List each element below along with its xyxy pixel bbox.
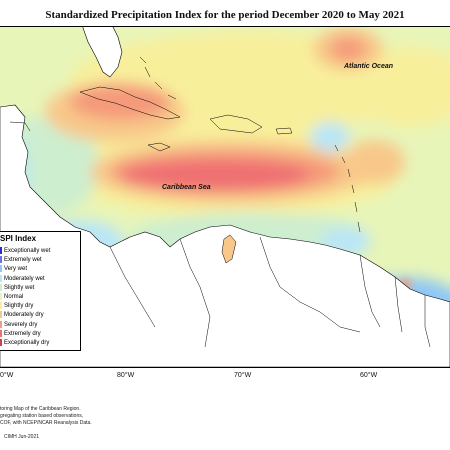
lesser-antilles-outline [334,144,361,233]
lake-maracaibo-outline [221,234,237,264]
legend-label: Moderately wet [4,275,45,282]
legend-swatch [0,311,2,319]
legend-swatch [0,320,2,328]
hispaniola-outline [209,114,263,134]
severe-dry-atlantic [330,37,366,61]
spi-legend: SPI Index Exceptionally wet Extremely wet… [0,231,81,351]
wet-antilles [310,122,350,152]
legend-swatch [0,265,2,273]
legend-swatch [0,339,2,346]
country-borders [109,236,431,348]
puerto-rico-outline [275,127,293,135]
tick-label-0: 0°W [0,372,14,379]
legend-item: Exceptionally dry [0,339,80,348]
legend-label: Extremely wet [4,257,42,264]
jamaica-outline [147,142,171,152]
legend-item: Moderately dry [0,311,80,320]
legend-label: Moderately dry [4,312,44,319]
legend-item: Extremely wet [0,256,80,265]
tick-label-70w: 70°W [234,372,252,379]
severe-dry-cuba [70,84,170,120]
footer-line-1: toring Map of the Caribbean Region. [0,406,81,412]
cuba-outline [79,86,181,120]
legend-swatch [0,329,2,337]
dry-region-east [350,47,450,127]
tick-label-80w: 80°W [117,372,135,379]
yucatan-outline [9,121,31,132]
legend-swatch [0,302,2,310]
tick-label-60w: 60°W [360,372,378,379]
legend-label: Severely dry [4,321,38,328]
legend-swatch [0,247,2,254]
footer-line-3: COF, with NCEP/NCAR Reanalysis Data. [0,420,92,426]
caribbean-sea-label: Caribbean Sea [162,184,211,191]
legend-item: Slightly wet [0,283,80,293]
spi-map [0,26,450,368]
atlantic-ocean-label: Atlantic Ocean [344,63,394,70]
legend-label: Normal [4,294,24,301]
legend-swatch [0,256,2,264]
legend-title: SPI Index [0,234,37,243]
legend-swatch [0,274,2,282]
legend-item: Exceptionally wet [0,247,80,256]
extreme-dry-caribbean [120,160,310,190]
central-america-land [0,104,450,367]
legend-label: Extremely dry [4,330,41,337]
legend-item: Moderately wet [0,274,80,284]
bahamas-outline [139,56,177,100]
legend-item: Very wet [0,265,80,274]
legend-label: Slightly wet [4,284,35,291]
footer-line-2: gregating station based observations, [0,413,84,419]
map-title: Standardized Precipitation Index for the… [45,9,405,21]
legend-swatch [0,283,2,291]
legend-item: Normal [0,293,80,302]
legend-item: Severely dry [0,320,80,330]
florida-land [82,27,123,78]
legend-item: Slightly dry [0,302,80,311]
legend-label: Very wet [4,266,28,273]
mod-dry-lesser-antilles [345,140,405,184]
spi-map-graphic [0,27,450,367]
legend-label: Slightly dry [4,303,34,310]
legend-swatch [0,293,2,300]
legend-item: Extremely dry [0,329,80,339]
legend-label: Exceptionally dry [4,340,50,347]
footer-credit: CIMH Jun-2021 [4,434,40,440]
legend-label: Exceptionally wet [4,248,51,255]
